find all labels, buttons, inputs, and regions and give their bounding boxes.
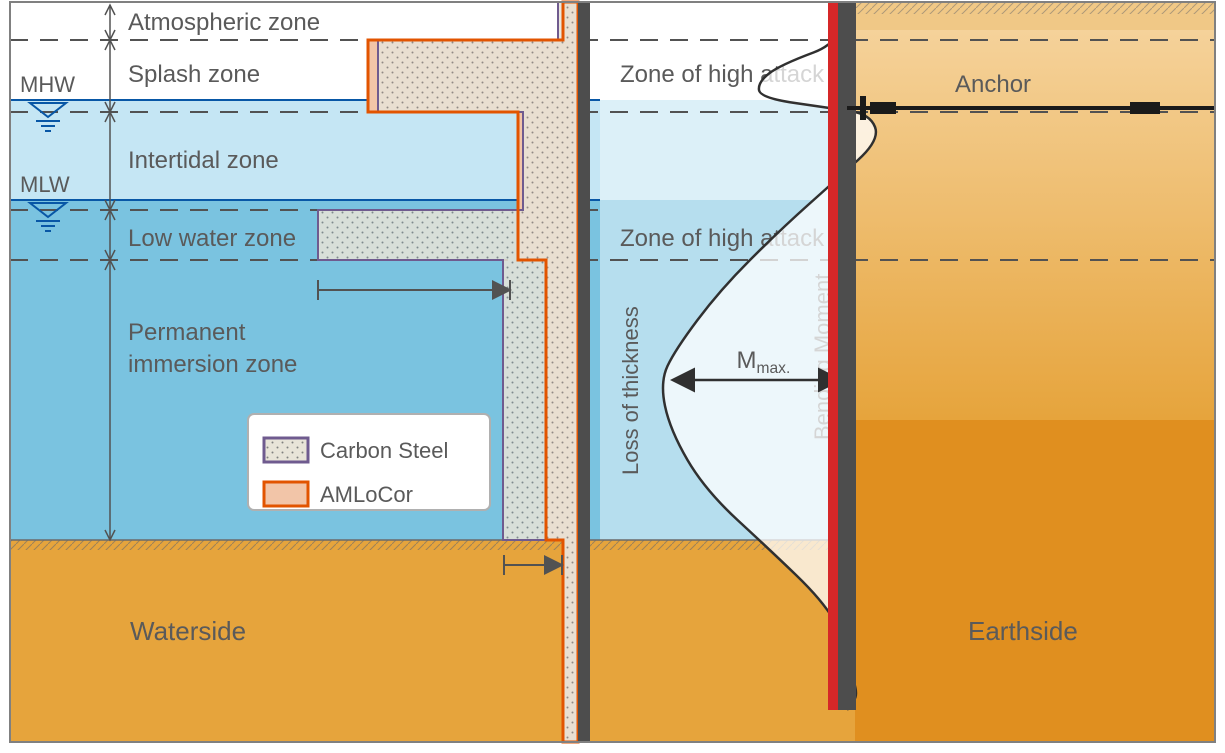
label-mlw: MLW <box>20 172 70 197</box>
label-zone-immersion-1: Permanent <box>128 319 246 346</box>
diagram-svg: Atmospheric zone Splash zone Intertidal zo… <box>0 0 1225 748</box>
label-zone-intertidal: Intertidal zone <box>128 147 279 174</box>
label-mhw: MHW <box>20 72 75 97</box>
legend-label: AMLoCor <box>320 482 413 507</box>
diagram-root: Atmospheric zone Splash zone Intertidal zo… <box>0 0 1225 748</box>
label-zone-splash: Splash zone <box>128 61 260 88</box>
legend-swatch <box>264 482 308 506</box>
label-loss-thickness: Loss of thickness <box>618 306 643 475</box>
label-anchor: Anchor <box>955 71 1031 98</box>
legend-label: Carbon Steel <box>320 438 448 463</box>
label-waterside: Waterside <box>130 616 246 646</box>
label-zone-immersion-2: immersion zone <box>128 351 297 378</box>
label-zone-atmospheric: Atmospheric zone <box>128 9 320 36</box>
sheet-pile-2-red <box>828 2 838 710</box>
label-zone-lowwater: Low water zone <box>128 225 296 252</box>
sheet-pile-1 <box>578 2 590 742</box>
label-earthside: Earthside <box>968 616 1078 646</box>
legend-swatch <box>264 438 308 462</box>
